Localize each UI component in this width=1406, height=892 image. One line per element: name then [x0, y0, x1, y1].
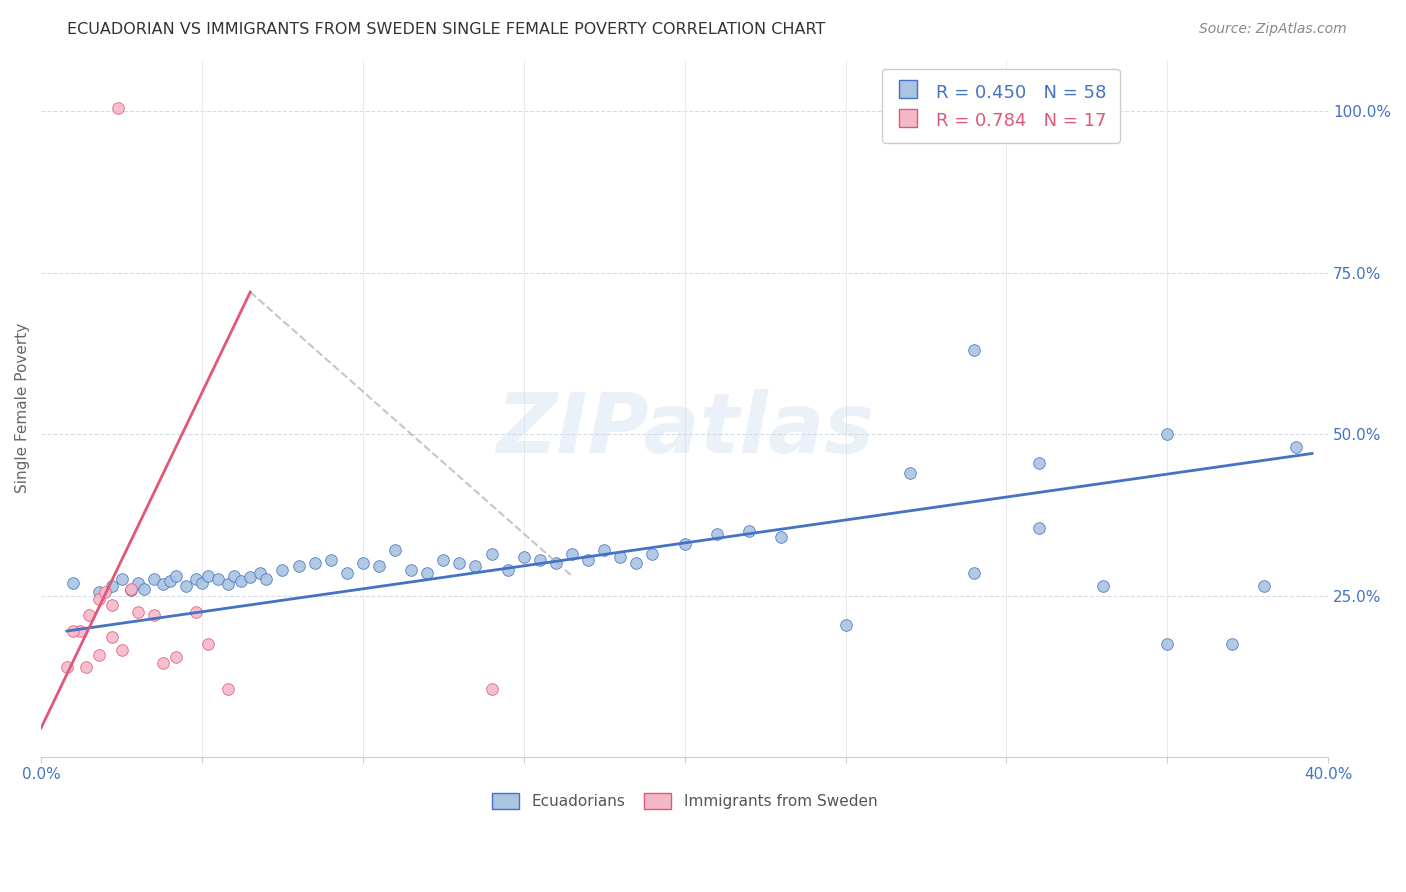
Point [120, 583, 142, 598]
Point [673, 537, 696, 551]
Point [197, 569, 219, 583]
Point [110, 643, 132, 657]
Point [834, 617, 856, 632]
Point [69, 624, 91, 638]
Point [336, 566, 359, 580]
Point [1285, 440, 1308, 454]
Point [576, 553, 599, 567]
Point [184, 573, 207, 587]
Point [384, 543, 406, 558]
Point [1156, 427, 1178, 442]
Point [107, 101, 129, 115]
Point [496, 563, 519, 577]
Point [87, 591, 110, 606]
Text: Source: ZipAtlas.com: Source: ZipAtlas.com [1199, 22, 1347, 37]
Point [152, 657, 174, 671]
Point [738, 524, 761, 538]
Point [94, 585, 117, 599]
Point [513, 549, 536, 564]
Point [593, 543, 616, 558]
Point [152, 577, 174, 591]
Point [142, 607, 165, 622]
Point [641, 547, 664, 561]
Point [87, 585, 110, 599]
Point [1028, 521, 1050, 535]
Point [1028, 456, 1050, 470]
Point [481, 682, 503, 697]
Point [609, 549, 631, 564]
Point [898, 466, 921, 480]
Point [416, 566, 439, 580]
Point [1253, 579, 1275, 593]
Text: ZIPatlas: ZIPatlas [496, 389, 873, 470]
Point [249, 566, 271, 580]
Point [79, 607, 101, 622]
Point [165, 569, 187, 583]
Point [229, 574, 252, 589]
Point [529, 553, 551, 567]
Point [224, 569, 246, 583]
Point [963, 566, 986, 580]
Point [191, 575, 214, 590]
Point [319, 553, 342, 567]
Point [184, 605, 207, 619]
Point [432, 553, 454, 567]
Point [626, 556, 648, 570]
Point [127, 575, 149, 590]
Point [544, 556, 567, 570]
Point [287, 559, 309, 574]
Point [62, 624, 84, 638]
Point [1220, 637, 1243, 651]
Point [464, 559, 486, 574]
Point [217, 577, 239, 591]
Point [481, 547, 503, 561]
Point [165, 649, 187, 664]
Point [706, 527, 728, 541]
Point [271, 563, 294, 577]
Point [1156, 637, 1178, 651]
Point [1091, 579, 1114, 593]
Point [352, 556, 374, 570]
Legend: Ecuadorians, Immigrants from Sweden: Ecuadorians, Immigrants from Sweden [486, 788, 883, 815]
Point [132, 582, 155, 596]
Point [101, 579, 124, 593]
Text: ECUADORIAN VS IMMIGRANTS FROM SWEDEN SINGLE FEMALE POVERTY CORRELATION CHART: ECUADORIAN VS IMMIGRANTS FROM SWEDEN SIN… [67, 22, 825, 37]
Point [217, 682, 239, 697]
Point [399, 563, 422, 577]
Point [87, 648, 110, 662]
Point [127, 605, 149, 619]
Point [110, 573, 132, 587]
Point [120, 582, 142, 596]
Point [963, 343, 986, 358]
Point [62, 575, 84, 590]
Point [239, 570, 262, 584]
Point [159, 574, 181, 589]
Point [101, 631, 124, 645]
Y-axis label: Single Female Poverty: Single Female Poverty [15, 323, 30, 493]
Point [197, 637, 219, 651]
Point [449, 556, 471, 570]
Point [561, 547, 583, 561]
Point [368, 559, 391, 574]
Point [770, 530, 793, 544]
Point [142, 573, 165, 587]
Point [207, 573, 229, 587]
Point [254, 573, 277, 587]
Point [174, 579, 197, 593]
Point [101, 598, 124, 612]
Point [75, 659, 97, 673]
Point [304, 556, 326, 570]
Point [56, 659, 79, 673]
